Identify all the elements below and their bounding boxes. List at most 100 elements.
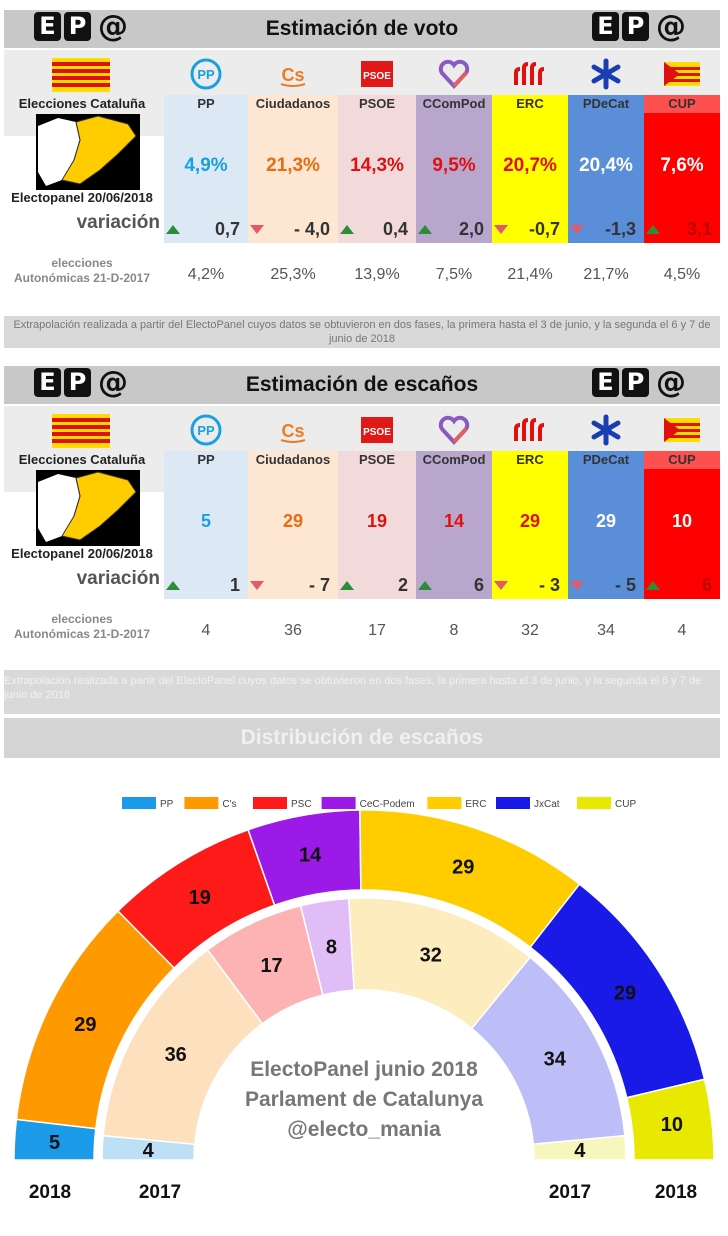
party-column-block <box>568 469 644 599</box>
party-estimate-value: 14 <box>443 511 465 531</box>
section1-title: Estimación de voto <box>265 17 459 40</box>
party-variation: - 5 <box>570 573 642 597</box>
logo-at: @ <box>98 8 128 44</box>
party-column-header: ERC <box>492 451 568 469</box>
logo-p: P <box>622 11 649 41</box>
variation-value: 6 <box>701 574 712 595</box>
legend-label: CUP <box>615 799 636 810</box>
legend-swatch <box>253 797 287 809</box>
party-variation: - 7 <box>250 573 336 597</box>
legend-swatch <box>122 797 156 809</box>
party-variation: 6 <box>418 573 490 597</box>
party-column-block <box>164 469 248 599</box>
party-column-header: PSOE <box>338 95 416 113</box>
pp-logo-icon: PP <box>186 58 226 90</box>
logo-e: E <box>592 367 619 397</box>
party-column-block <box>248 113 338 243</box>
year-label: 2017 <box>139 1182 181 1203</box>
previous-election-value: 36 <box>284 622 302 639</box>
variation-value: -1,3 <box>604 218 636 239</box>
hemicycle-chart: PP C's PSC CeC-Podem ERC JxCat CUP 5 29 19 14 29 29 1… <box>13 797 715 1203</box>
party-column-header: CComPod <box>416 451 492 469</box>
party-column-header: ERC <box>492 95 568 113</box>
ep-logo-left-1: E P @ <box>34 11 128 41</box>
seat-count-label: 5 <box>49 1132 60 1154</box>
legend-label: PP <box>160 799 174 810</box>
party-column-block <box>248 469 338 599</box>
party-variation: - 4,0 <box>250 217 336 241</box>
seat-count-label: 34 <box>544 1049 567 1071</box>
party-variation: 3,1 <box>646 217 718 241</box>
party-estimate-value: 4,9% <box>184 155 228 176</box>
previous-election-value: 25,3% <box>270 266 316 283</box>
seat-count-label: 36 <box>165 1044 187 1066</box>
party-variation: -0,7 <box>494 217 566 241</box>
party-estimate-value: 20,4% <box>579 155 633 176</box>
catalonia-map-icon <box>36 114 140 190</box>
logo-p: P <box>64 11 91 41</box>
party-estimate-value: 29 <box>282 511 304 531</box>
triangle-down-icon <box>250 224 264 234</box>
variation-value: 6 <box>473 574 484 595</box>
triangle-down-icon <box>494 580 508 590</box>
variation-value: - 3 <box>538 574 560 595</box>
logo-e: E <box>34 367 61 397</box>
year-label: 2018 <box>655 1182 697 1203</box>
variation-value: -0,7 <box>528 218 560 239</box>
party-column-header: PP <box>164 451 248 469</box>
party-column-header: CUP <box>644 95 720 113</box>
triangle-down-icon <box>570 224 584 234</box>
party-variation: 6 <box>646 573 718 597</box>
erc-logo-icon <box>510 58 550 90</box>
previous-label-line2: Autonómicas 21-D-2017 <box>13 627 151 641</box>
previous-election-value: 34 <box>597 622 615 639</box>
svg-text:PP: PP <box>197 67 215 82</box>
center-caption: @electo_mania <box>287 1118 441 1141</box>
variation-value: 3,1 <box>686 218 712 239</box>
ep-logo-right-1: E P @ <box>592 11 686 41</box>
previous-election-value: 13,9% <box>354 266 400 283</box>
party-column-block <box>492 469 568 599</box>
ep-logo-right-2: E P @ <box>592 367 686 397</box>
legend-label: PSC <box>291 799 312 810</box>
triangle-up-icon <box>340 580 354 590</box>
party-column-header: PP <box>164 95 248 113</box>
svg-text:PSOE: PSOE <box>363 71 391 82</box>
psoe-logo-icon: PSOE <box>357 58 397 90</box>
party-estimate-value: 14,3% <box>350 155 404 176</box>
previous-election-value: 4,5% <box>663 266 701 283</box>
variation-value: - 4,0 <box>293 218 330 239</box>
party-variation: 1 <box>166 573 246 597</box>
previous-election-value: 21,7% <box>583 266 629 283</box>
party-column-block <box>338 113 416 243</box>
logo-e: E <box>592 11 619 41</box>
party-column-block <box>492 113 568 243</box>
variation-value: 2 <box>397 574 408 595</box>
seat-count-label: 29 <box>74 1014 96 1036</box>
previous-election-value: 4 <box>677 622 687 639</box>
triangle-up-icon <box>418 224 432 234</box>
methodology-note: Extrapolación realizada a partir del Ele… <box>4 316 720 348</box>
left-header-label: Elecciones Cataluña <box>18 452 146 467</box>
svg-text:PP: PP <box>197 423 215 438</box>
hemicycle-center <box>196 992 532 1160</box>
triangle-down-icon <box>250 580 264 590</box>
variation-value: 2,0 <box>458 218 484 239</box>
logo-p: P <box>64 367 91 397</box>
party-estimate-value: 10 <box>671 511 693 531</box>
party-estimate-value: 7,6% <box>660 155 704 176</box>
logo-p: P <box>622 367 649 397</box>
seat-count-label: 4 <box>574 1140 586 1162</box>
seat-count-label: 29 <box>452 856 474 878</box>
cs-logo-icon: Cs <box>273 58 313 90</box>
seat-segment <box>625 1078 715 1161</box>
party-estimate-value: 19 <box>366 511 388 531</box>
center-caption: Parlament de Catalunya <box>245 1088 483 1111</box>
triangle-up-icon <box>646 224 660 234</box>
party-column-header: PDeCat <box>568 451 644 469</box>
triangle-up-icon <box>166 224 180 234</box>
variation-value: - 7 <box>308 574 330 595</box>
party-column-block <box>568 113 644 243</box>
seat-count-label: 4 <box>143 1140 155 1162</box>
heart-logo-icon <box>434 58 474 90</box>
